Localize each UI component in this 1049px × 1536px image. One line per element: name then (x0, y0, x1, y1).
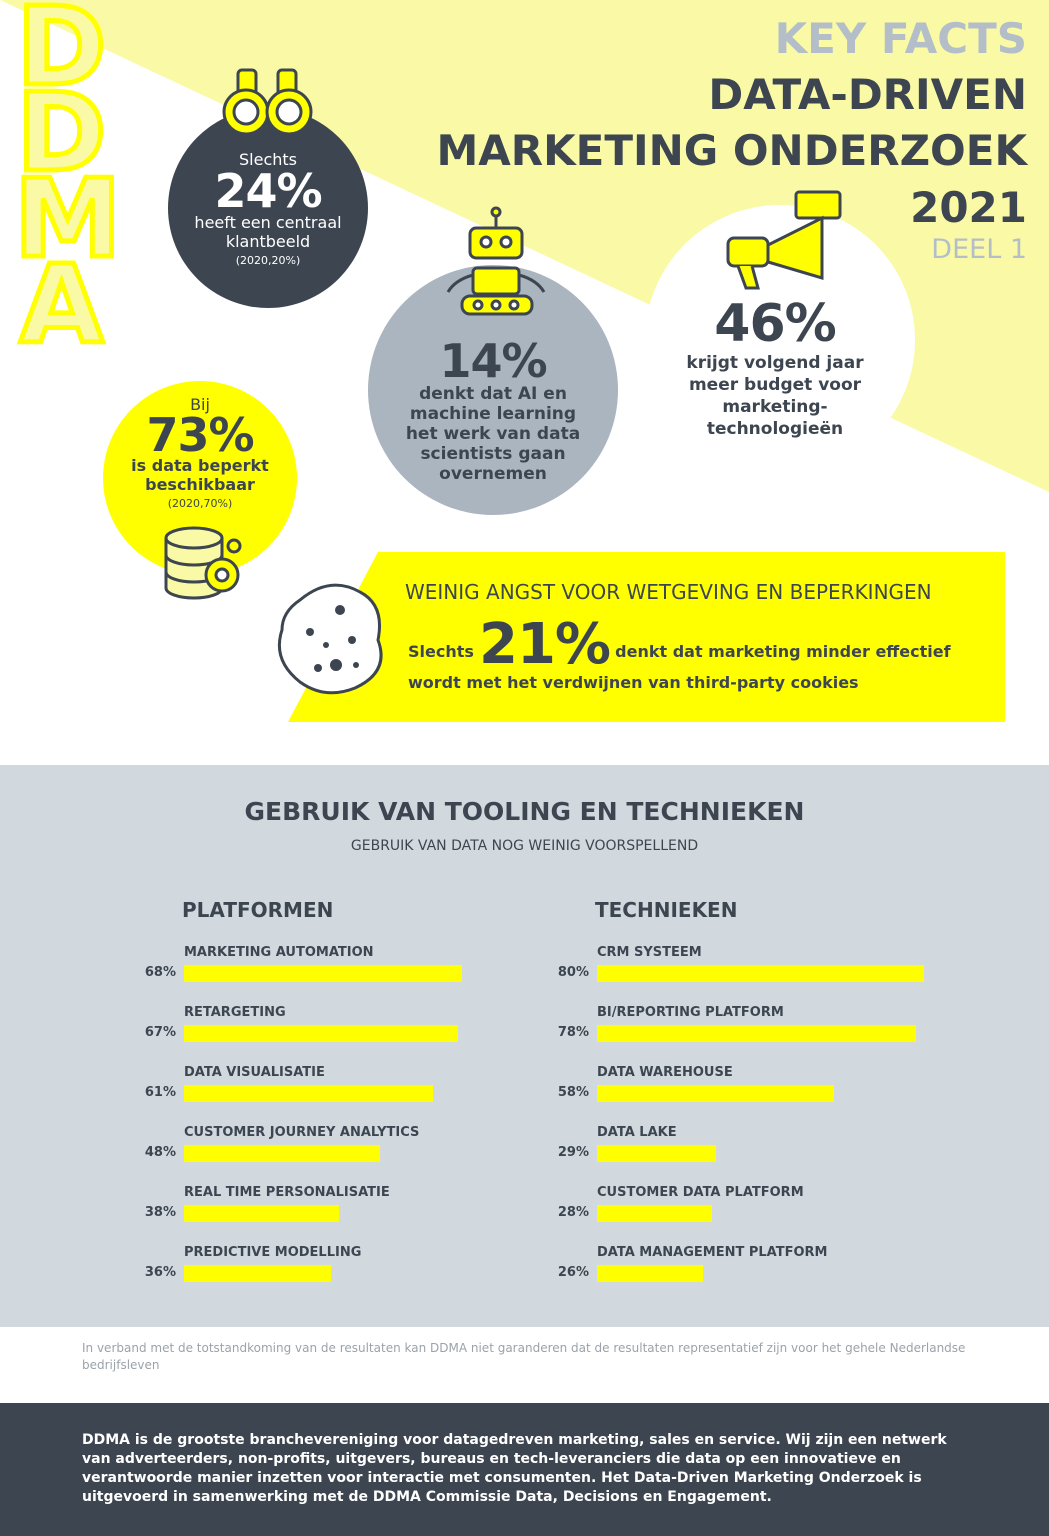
bar-category: CUSTOMER JOURNEY ANALYTICS (184, 1125, 420, 1140)
bar (184, 1205, 340, 1222)
bar-value-label: 67% (144, 1025, 176, 1040)
banner-text: Slechts 21% denkt dat marketing minder e… (408, 612, 951, 677)
bar-value-label: 61% (144, 1085, 176, 1100)
stat-text: krijgt volgend jaar (686, 353, 864, 373)
footer-text: DDMA is de grootste branchevereniging vo… (82, 1432, 947, 1505)
stat-text: technologieën (706, 419, 844, 439)
stat-pre: Slechts (239, 150, 297, 169)
chart-title: TECHNIEKEN (595, 898, 738, 922)
section-title: GEBRUIK VAN TOOLING EN TECHNIEKEN (244, 797, 805, 826)
banner-pre: Slechts (408, 642, 474, 661)
logo-letter: D (14, 71, 109, 196)
stat: Bij 73% is data beperkt beschikbaar (202… (110, 395, 290, 510)
stat-text: heeft een centraal (194, 213, 342, 232)
bar (597, 1145, 716, 1162)
bar-category: REAL TIME PERSONALISATIE (184, 1185, 390, 1200)
disclaimer: In verband met de totstandkoming van de … (82, 1341, 966, 1372)
bar-category: PREDICTIVE MODELLING (184, 1245, 362, 1260)
stat-text: is data beperkt (131, 456, 269, 475)
stat-text: meer budget voor (688, 375, 862, 395)
bar-value-label: 28% (557, 1205, 589, 1220)
bar (184, 965, 463, 982)
kicker: KEY FACTS (774, 14, 1027, 63)
banner-text-line: denkt dat marketing minder effectief (615, 642, 951, 661)
stat-text: overnemen (439, 464, 547, 484)
bar (184, 1025, 459, 1042)
stat: 14% denkt dat AI en machine learning het… (378, 338, 608, 484)
section-subtitle: GEBRUIK VAN DATA NOG WEINIG VOORSPELLEND (350, 838, 699, 854)
logo-letter: M (12, 157, 124, 282)
bar-category: DATA LAKE (597, 1125, 677, 1140)
banner-text-line: wordt met het verdwijnen van third-party… (408, 673, 859, 692)
stat-value: 14% (439, 334, 547, 388)
stat-text: marketing- (722, 397, 828, 417)
stat-value: 24% (214, 164, 322, 218)
bar (597, 1025, 917, 1042)
title-line: MARKETING ONDERZOEK (436, 126, 1027, 175)
bar-category: CUSTOMER DATA PLATFORM (597, 1185, 804, 1200)
title-line: DATA-DRIVEN (708, 70, 1027, 119)
chart-title: PLATFORMEN (182, 898, 334, 922)
background-art (0, 0, 1049, 722)
bar (184, 1265, 332, 1282)
stat: 46% krijgt volgend jaar meer budget voor… (665, 296, 885, 440)
stat-text: machine learning (409, 404, 577, 424)
footer: DDMA is de grootste branchevereniging vo… (0, 1403, 1049, 1536)
stat-note: (2020,20%) (235, 254, 301, 267)
bar-value-label: 80% (557, 965, 589, 980)
bar-value-label: 78% (557, 1025, 589, 1040)
logo-letter: D (14, 0, 109, 110)
bar-value-label: 48% (144, 1145, 176, 1160)
bar-category: BI/REPORTING PLATFORM (597, 1005, 784, 1020)
bar-value-label: 26% (557, 1265, 589, 1280)
bar (184, 1085, 434, 1102)
stat-value: 46% (714, 294, 836, 354)
part: DEEL 1 (931, 234, 1027, 265)
year: 2021 (910, 183, 1027, 232)
stat-text: het werk van data (405, 424, 581, 444)
bar-category: CRM SYSTEEM (597, 945, 702, 960)
bar-category: MARKETING AUTOMATION (184, 945, 374, 960)
bar-value-label: 68% (144, 965, 176, 980)
bar (184, 1145, 381, 1162)
stat-text: scientists gaan (420, 444, 566, 464)
stat-text: klantbeeld (225, 232, 311, 251)
bar-category: RETARGETING (184, 1005, 286, 1020)
bar-category: DATA MANAGEMENT PLATFORM (597, 1245, 828, 1260)
bar (597, 1085, 835, 1102)
stat-pre: Bij (190, 395, 210, 414)
bar-category: DATA VISUALISATIE (184, 1065, 325, 1080)
stat-text: denkt dat AI en (419, 384, 567, 404)
bar (597, 965, 925, 982)
bar-value-label: 29% (557, 1145, 589, 1160)
bar-category: DATA WAREHOUSE (597, 1065, 733, 1080)
bar-value-label: 36% (144, 1265, 176, 1280)
banner-title: WEINIG ANGST VOOR WETGEVING EN BEPERKING… (405, 580, 932, 604)
tooling-section: GEBRUIK VAN TOOLING EN TECHNIEKEN GEBRUI… (0, 765, 1049, 1327)
stat-text: beschikbaar (145, 475, 255, 494)
banner-value: 21% (479, 612, 611, 677)
logo-letter: A (17, 243, 106, 368)
bar-value-label: 38% (144, 1205, 176, 1220)
stat: Slechts 24% heeft een centraal klantbeel… (168, 150, 368, 267)
bar-value-label: 58% (557, 1085, 589, 1100)
stat-value: 73% (146, 408, 254, 462)
stat-note: (2020,70%) (167, 497, 233, 510)
bar (597, 1205, 712, 1222)
bar (597, 1265, 704, 1282)
